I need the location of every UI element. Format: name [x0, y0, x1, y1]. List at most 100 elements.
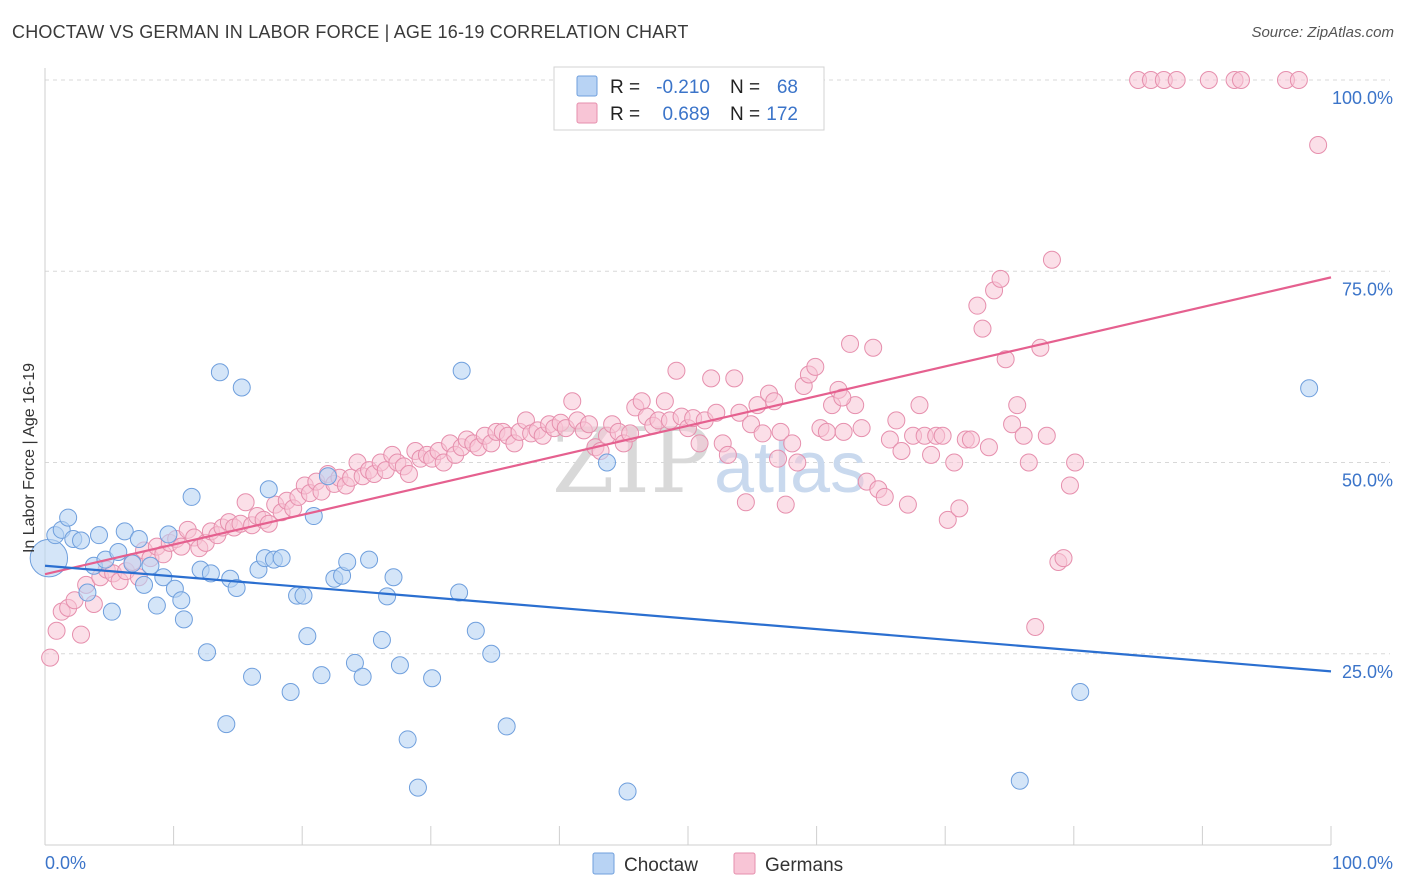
trend-lines [44, 276, 1332, 673]
choctaw-point [294, 586, 313, 605]
germans-r-value: 0.689 [662, 104, 710, 125]
german-point [933, 426, 952, 445]
germans-points [41, 71, 1328, 667]
choctaw-point [272, 549, 291, 568]
choctaw-point [217, 715, 236, 734]
german-point [922, 445, 941, 464]
choctaw-point [174, 610, 193, 629]
german-point [1026, 617, 1045, 636]
german-point [1003, 415, 1022, 434]
german-point [399, 464, 418, 483]
choctaw-point [597, 453, 616, 472]
german-point [1042, 250, 1061, 269]
german-point [1060, 476, 1079, 495]
german-point [707, 403, 726, 422]
german-point [1167, 71, 1186, 89]
germans-trend-line [44, 276, 1332, 576]
german-point [968, 296, 987, 315]
choctaw-point [72, 531, 91, 550]
german-point [736, 493, 755, 512]
german-point [563, 392, 582, 411]
german-point [718, 445, 737, 464]
choctaw-point [1071, 683, 1090, 701]
y-tick-label: 100.0% [1332, 88, 1393, 108]
gridlines [45, 79, 1390, 655]
source-credit: Source: ZipAtlas.com [1251, 24, 1394, 41]
german-point [753, 424, 772, 443]
german-point [887, 411, 906, 430]
german-point [1014, 426, 1033, 445]
choctaw-point [452, 361, 471, 380]
choctaw-point [618, 782, 637, 801]
choctaw-point [115, 522, 134, 541]
choctaw-trend-line [44, 564, 1332, 673]
germans-swatch [576, 102, 598, 124]
german-point [892, 442, 911, 461]
german-point [41, 648, 60, 667]
choctaw-r-label: R = [610, 77, 640, 98]
choctaw-r-value: -0.210 [656, 77, 710, 98]
choctaw-point [353, 667, 372, 686]
choctaw-point [159, 525, 178, 544]
choctaw-point [281, 683, 300, 701]
germans-n-value: 172 [766, 104, 798, 125]
german-point [806, 357, 825, 376]
german-point [771, 422, 790, 441]
german-point [655, 392, 674, 411]
german-point [991, 269, 1010, 288]
choctaw-swatch [576, 75, 598, 97]
german-point [47, 621, 66, 640]
choctaw-point [1010, 771, 1029, 790]
choctaw-point [298, 627, 317, 646]
german-point [776, 495, 795, 514]
german-point [1309, 136, 1328, 155]
series-legend-choctaw: Choctaw [624, 855, 698, 876]
choctaw-n-value: 68 [777, 77, 798, 98]
german-point [979, 438, 998, 457]
choctaw-point [198, 643, 217, 662]
german-point [632, 392, 651, 411]
german-point [875, 487, 894, 506]
choctaw-n-label: N = [730, 77, 760, 98]
choctaw-point [227, 578, 246, 597]
y-tick-label: 50.0% [1342, 471, 1393, 491]
german-point [690, 434, 709, 453]
choctaw-point [259, 480, 278, 499]
choctaw-point [450, 583, 469, 602]
german-point [945, 453, 964, 472]
german-point [1289, 71, 1308, 89]
x-tick-label-max: 100.0% [1332, 853, 1393, 873]
german-point [1031, 338, 1050, 357]
choctaw-point [147, 596, 166, 615]
choctaw-point [135, 575, 154, 594]
german-point [996, 350, 1015, 369]
german-point [579, 415, 598, 434]
choctaw-point [398, 730, 417, 749]
german-point [817, 422, 836, 441]
german-point [1037, 426, 1056, 445]
choctaw-point [390, 656, 409, 675]
y-tick-labels: 25.0% 50.0% 75.0% 100.0% [1332, 88, 1393, 682]
y-tick-label: 25.0% [1342, 662, 1393, 682]
german-point [864, 338, 883, 357]
german-point [769, 449, 788, 468]
x-tick-label-min: 0.0% [45, 853, 86, 873]
german-point [788, 453, 807, 472]
choctaw-points [29, 361, 1319, 801]
choctaw-point [102, 602, 121, 621]
german-point [880, 430, 899, 449]
choctaw-point [312, 666, 331, 685]
choctaw-point [338, 552, 357, 571]
german-point [961, 430, 980, 449]
choctaw-point [210, 363, 229, 382]
choctaw-point [372, 630, 391, 649]
german-point [702, 369, 721, 388]
german-point [1008, 396, 1027, 415]
german-point [667, 361, 686, 380]
series-legend-germans: Germans [765, 855, 843, 876]
choctaw-point [129, 530, 148, 548]
german-point [950, 499, 969, 518]
german-point [1231, 71, 1250, 89]
choctaw-point [78, 583, 97, 602]
